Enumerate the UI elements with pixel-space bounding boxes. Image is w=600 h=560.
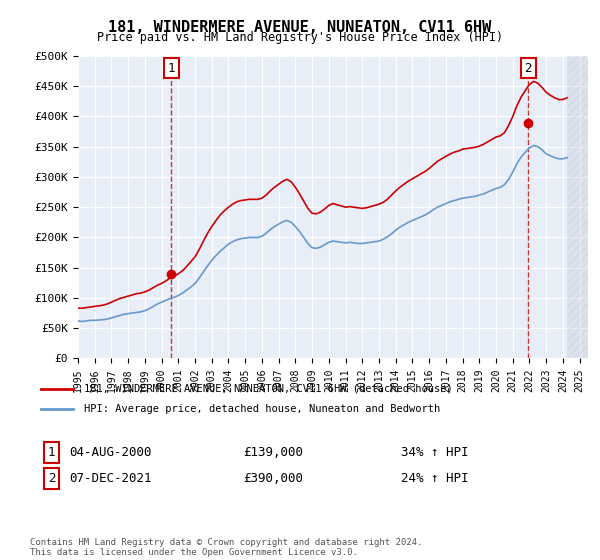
Text: 2: 2 bbox=[48, 472, 55, 486]
Text: £139,000: £139,000 bbox=[243, 446, 303, 459]
Text: 181, WINDERMERE AVENUE, NUNEATON, CV11 6HW: 181, WINDERMERE AVENUE, NUNEATON, CV11 6… bbox=[109, 20, 491, 35]
Text: 24% ↑ HPI: 24% ↑ HPI bbox=[401, 472, 469, 486]
Text: 181, WINDERMERE AVENUE, NUNEATON, CV11 6HW (detached house): 181, WINDERMERE AVENUE, NUNEATON, CV11 6… bbox=[84, 384, 453, 394]
Text: 34% ↑ HPI: 34% ↑ HPI bbox=[401, 446, 469, 459]
Text: HPI: Average price, detached house, Nuneaton and Bedworth: HPI: Average price, detached house, Nune… bbox=[84, 404, 440, 414]
Text: 2: 2 bbox=[524, 62, 532, 74]
Text: £390,000: £390,000 bbox=[243, 472, 303, 486]
Text: 1: 1 bbox=[167, 62, 175, 74]
Text: Price paid vs. HM Land Registry's House Price Index (HPI): Price paid vs. HM Land Registry's House … bbox=[97, 31, 503, 44]
Text: 04-AUG-2000: 04-AUG-2000 bbox=[70, 446, 152, 459]
Text: Contains HM Land Registry data © Crown copyright and database right 2024.
This d: Contains HM Land Registry data © Crown c… bbox=[30, 538, 422, 557]
Text: 07-DEC-2021: 07-DEC-2021 bbox=[70, 472, 152, 486]
Text: 1: 1 bbox=[48, 446, 55, 459]
